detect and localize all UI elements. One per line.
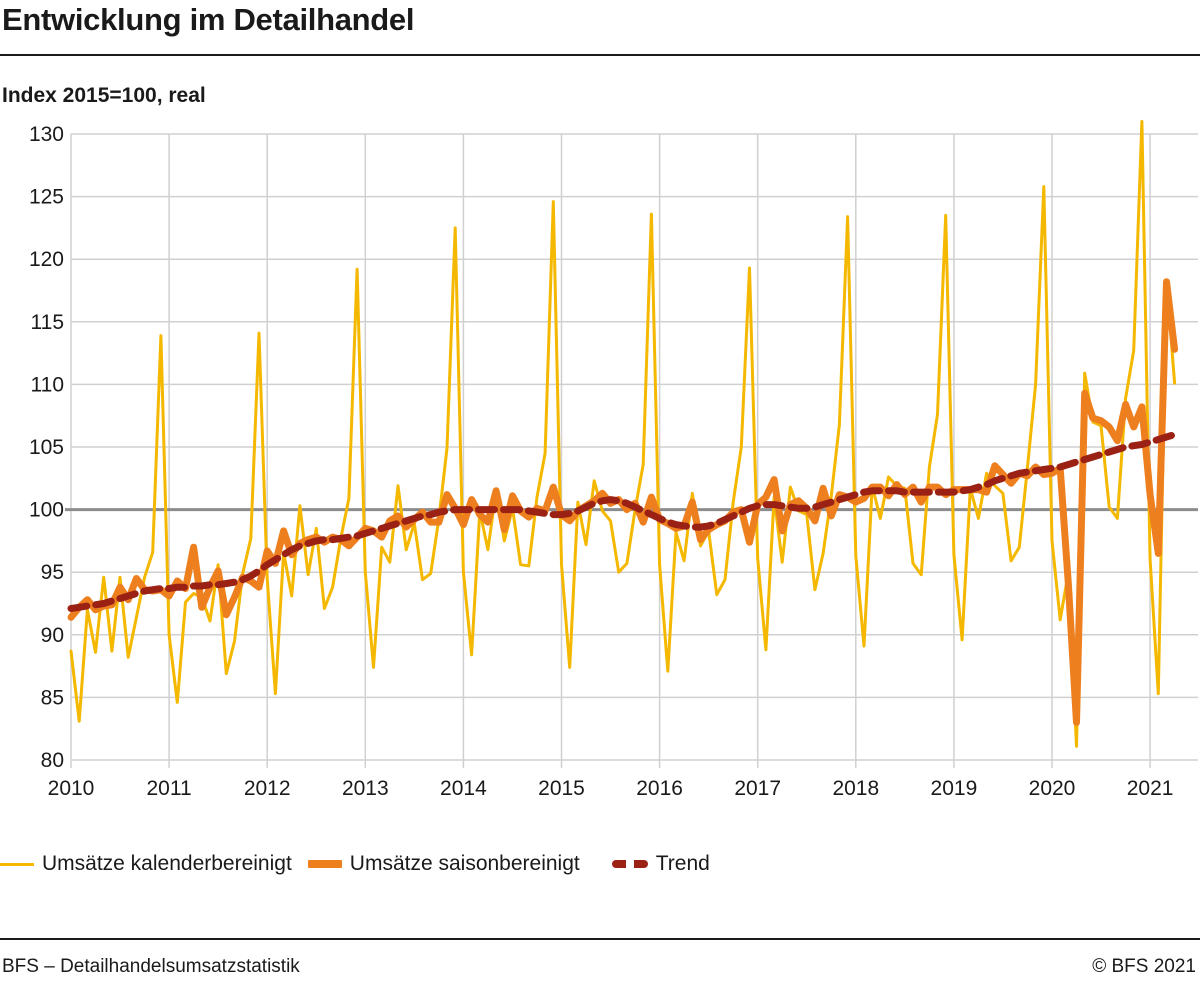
- copyright-note: © BFS 2021: [1092, 956, 1196, 977]
- x-tick-label: 2021: [1127, 777, 1174, 800]
- y-tick-label: 130: [29, 123, 64, 146]
- x-tick-label: 2012: [244, 777, 291, 800]
- x-tick-label: 2018: [832, 777, 879, 800]
- x-tick-label: 2019: [931, 777, 978, 800]
- x-tick-label: 2017: [734, 777, 781, 800]
- legend-swatch-trend: [611, 860, 648, 868]
- x-tick-label: 2020: [1029, 777, 1076, 800]
- y-tick-label: 110: [31, 373, 64, 396]
- y-tick-label: 120: [29, 248, 64, 271]
- source-note: BFS – Detailhandelsumsatzstatistik: [2, 956, 300, 977]
- legend: Umsätze kalenderbereinigt Umsätze saison…: [0, 852, 726, 876]
- legend-swatch-saison: [307, 860, 342, 868]
- line-chart: 80 85 90 95 100 105 110 115 120 125 130 2010 2011 201…: [29, 120, 1198, 800]
- x-tick-label: 2010: [48, 777, 95, 800]
- y-tick-label: 90: [41, 624, 64, 647]
- legend-swatch-kalender: [0, 862, 34, 866]
- series-trend: [67, 431, 1179, 612]
- y-tick-label: 80: [41, 749, 64, 772]
- y-tick-label: 100: [29, 499, 64, 522]
- legend-item-trend: Trend: [596, 852, 710, 876]
- x-tick-label: 2015: [538, 777, 585, 800]
- legend-label-kalender: Umsätze kalenderbereinigt: [42, 852, 292, 875]
- legend-item-kalender: Umsätze kalenderbereinigt: [0, 852, 292, 876]
- legend-label-saison: Umsätze saisonbereinigt: [349, 852, 580, 875]
- grid-lines: [70, 133, 1198, 768]
- header-divider: [0, 54, 1200, 56]
- axis-tick-labels: 80 85 90 95 100 105 110 115 120 125 130 2010 2011 201…: [29, 123, 1174, 800]
- y-tick-label: 115: [31, 311, 64, 334]
- y-tick-label: 85: [41, 686, 64, 709]
- legend-label-trend: Trend: [655, 852, 710, 875]
- series-lines: [67, 120, 1179, 748]
- y-tick-label: 95: [41, 561, 64, 584]
- y-axis-label: Index 2015=100, real: [2, 84, 206, 107]
- y-tick-label: 105: [29, 436, 64, 459]
- y-tick-label: 125: [29, 186, 64, 209]
- page-title: Entwicklung im Detailhandel: [2, 2, 415, 37]
- series-kalenderbereinigt: [69, 120, 1177, 748]
- footer-divider: [0, 938, 1200, 940]
- x-tick-label: 2016: [636, 777, 683, 800]
- x-tick-label: 2013: [342, 777, 389, 800]
- x-tick-label: 2014: [440, 777, 487, 800]
- legend-item-saison: Umsätze saisonbereinigt: [307, 852, 580, 876]
- x-tick-label: 2011: [147, 777, 192, 800]
